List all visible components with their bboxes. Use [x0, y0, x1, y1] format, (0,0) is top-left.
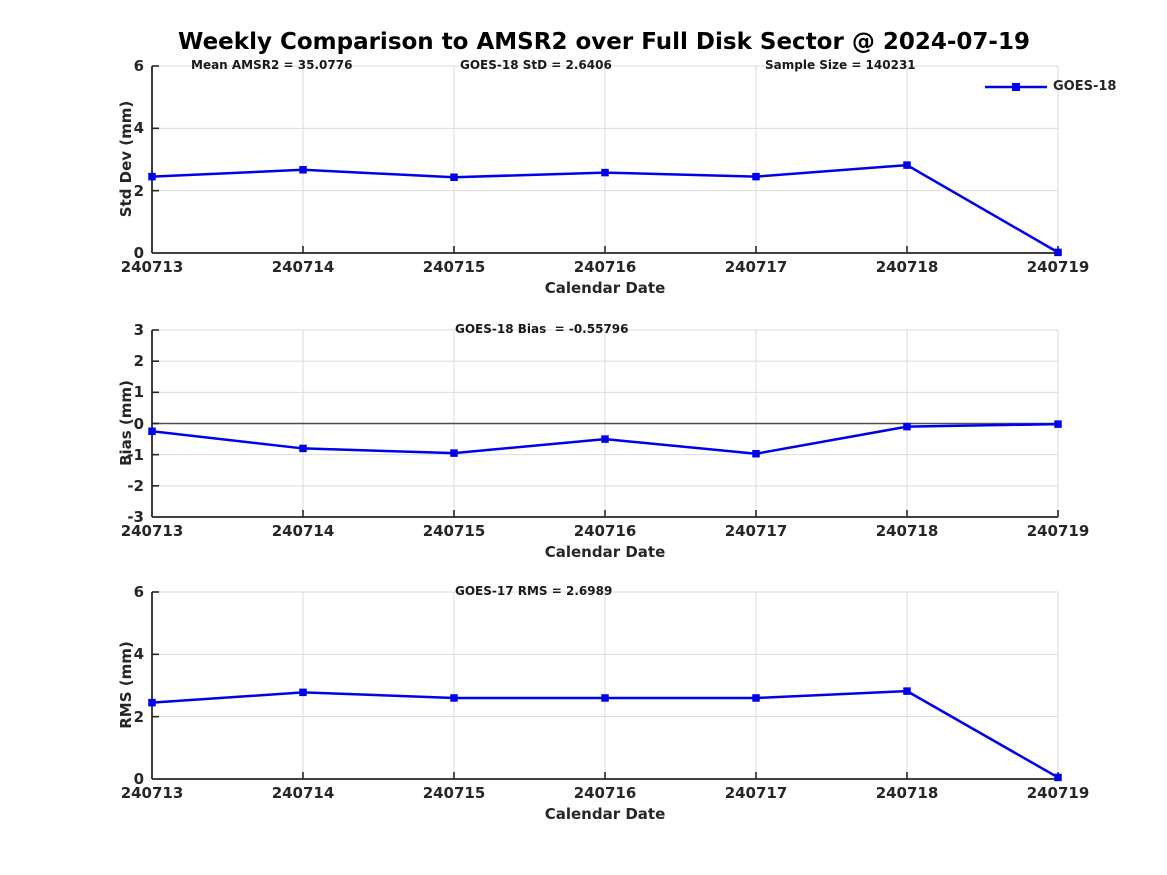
x-tick-label: 240719	[1026, 522, 1090, 540]
x-axis-label: Calendar Date	[544, 543, 666, 561]
y-tick-label: 0	[133, 244, 144, 262]
x-axis-label: Calendar Date	[544, 805, 666, 823]
y-tick-label: 1	[133, 383, 144, 402]
subplot-stddev: Std Dev (mm) Mean AMSR2 = 35.0776 GOES-1…	[0, 57, 1167, 311]
annotation-goes17-rms: GOES-17 RMS = 2.6989	[455, 584, 613, 598]
data-point-marker	[299, 166, 307, 174]
y-tick-label: 0	[133, 414, 144, 433]
x-tick-label: 240719	[1026, 258, 1090, 276]
subplot-bias: Bias (mm) GOES-18 Bias = -0.55796 Calend…	[0, 321, 1167, 575]
y-tick-label: -3	[127, 508, 144, 526]
x-tick-label: 240713	[120, 258, 184, 276]
data-point-marker	[903, 422, 911, 431]
data-point-marker	[450, 694, 458, 702]
data-point-marker	[148, 172, 156, 181]
data-point-marker	[148, 427, 156, 436]
data-point-marker	[1054, 420, 1062, 428]
y-tick-label: 2	[133, 707, 144, 726]
y-tick-label: 4	[133, 119, 144, 138]
x-tick-label: 240719	[1026, 784, 1090, 802]
x-tick-label: 240714	[271, 258, 335, 276]
x-axis-label: Calendar Date	[544, 279, 666, 297]
x-tick-label: 240715	[422, 784, 486, 802]
plot-area	[148, 329, 1062, 518]
y-tick-label: 0	[133, 770, 144, 788]
y-tick-label: 2	[133, 352, 144, 371]
data-point-marker	[903, 161, 911, 169]
x-tick-label: 240716	[573, 784, 637, 802]
data-point-marker	[299, 688, 307, 697]
y-tick-label: -1	[127, 445, 144, 464]
y-tick-label: 2	[133, 181, 144, 200]
grid	[152, 65, 1059, 253]
x-tick-label: 240715	[422, 258, 486, 276]
x-tick-label: 240714	[271, 522, 335, 540]
legend: GOES-18	[985, 79, 1116, 94]
data-point-marker	[601, 168, 609, 177]
data-point-marker	[903, 687, 911, 695]
data-point-marker	[148, 698, 156, 707]
y-tick-label: -2	[127, 476, 144, 495]
data-point-marker	[299, 444, 307, 453]
grid	[152, 591, 1059, 779]
data-point-marker	[752, 694, 760, 702]
data-point-marker	[1054, 773, 1062, 782]
x-tick-label: 240715	[422, 522, 486, 540]
plot-area	[148, 591, 1062, 782]
x-tick-label: 240713	[120, 784, 184, 802]
axis	[151, 591, 1059, 780]
data-point-marker	[752, 449, 760, 458]
data-point-marker	[752, 172, 760, 181]
data-point-marker	[450, 449, 458, 457]
data-point-marker	[450, 173, 458, 182]
legend-line-marker-icon	[985, 82, 1047, 91]
legend-label: GOES-18	[1053, 79, 1117, 94]
x-tick-label: 240716	[573, 258, 637, 276]
data-point-marker	[601, 694, 609, 702]
annotation-goes18-std: GOES-18 StD = 2.6406	[460, 58, 612, 72]
annotation-mean-amsr2: Mean AMSR2 = 35.0776	[191, 58, 353, 72]
x-tick-label: 240718	[875, 258, 939, 276]
y-tick-label: 3	[133, 321, 144, 339]
subplot-rms: RMS (mm) GOES-17 RMS = 2.6989 Calendar D…	[0, 583, 1167, 837]
annotation-goes18-bias: GOES-18 Bias = -0.55796	[455, 322, 629, 336]
data-series	[148, 161, 1062, 257]
axis	[151, 65, 1059, 254]
plot-area	[148, 65, 1062, 257]
data-point-marker	[601, 435, 609, 443]
data-point-marker	[1054, 248, 1062, 257]
data-series	[148, 687, 1062, 782]
x-tick-label: 240716	[573, 522, 637, 540]
figure-title: Weekly Comparison to AMSR2 over Full Dis…	[178, 29, 1030, 55]
x-tick-label: 240717	[724, 522, 788, 540]
x-tick-label: 240717	[724, 784, 788, 802]
annotation-sample-size: Sample Size = 140231	[765, 58, 916, 72]
x-tick-label: 240713	[120, 522, 184, 540]
y-tick-label: 6	[133, 583, 144, 601]
x-tick-label: 240718	[875, 784, 939, 802]
y-tick-label: 6	[133, 57, 144, 75]
y-tick-label: 4	[133, 645, 144, 664]
x-tick-label: 240717	[724, 258, 788, 276]
x-tick-label: 240718	[875, 522, 939, 540]
data-series	[148, 420, 1062, 458]
x-tick-label: 240714	[271, 784, 335, 802]
